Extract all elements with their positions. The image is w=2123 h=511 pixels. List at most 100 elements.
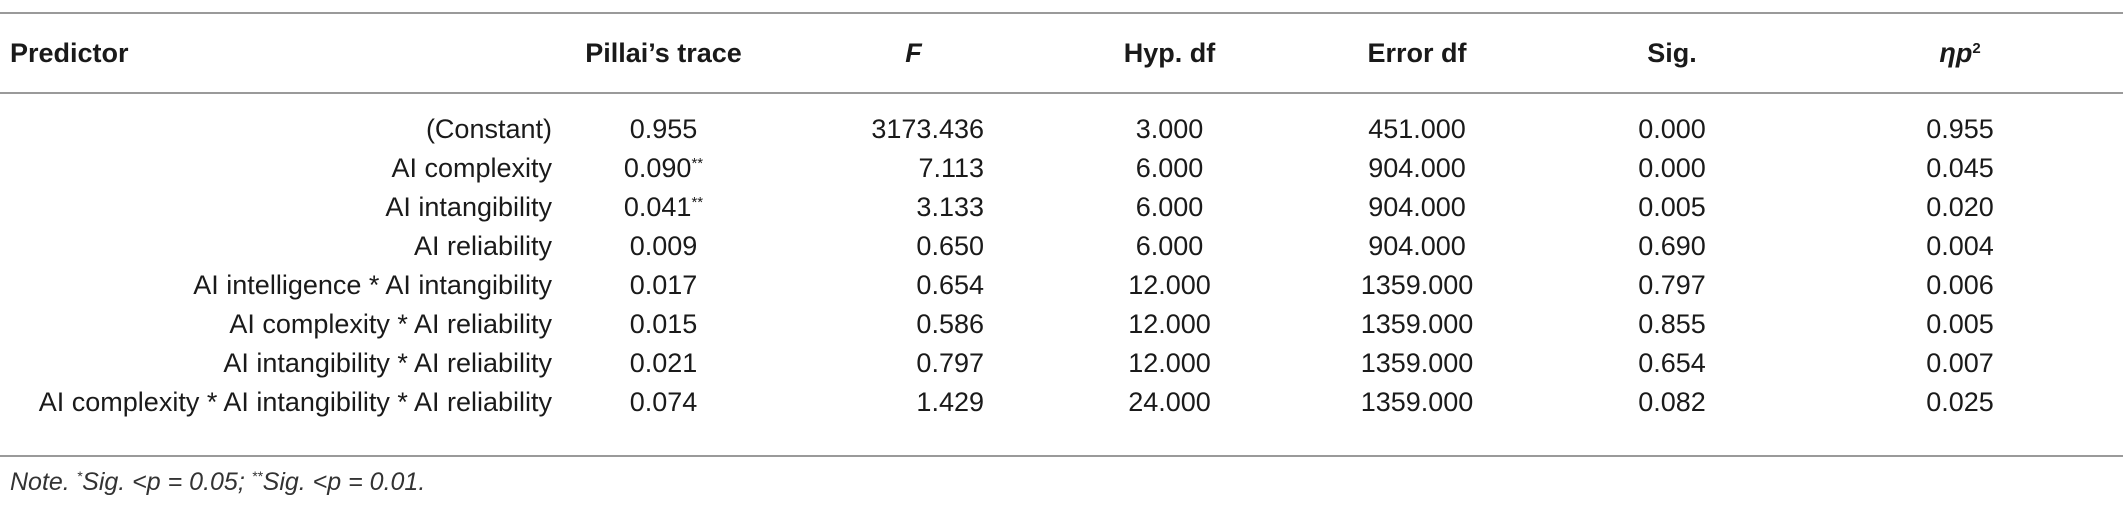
cell-hyp-df: 6.000	[1052, 227, 1287, 266]
cell-f: 7.113	[775, 149, 1052, 188]
cell-pillai: 0.041**	[552, 188, 775, 227]
cell-predictor: AI complexity * AI reliability	[0, 305, 552, 344]
cell-sig-value: 0.000	[1638, 114, 1706, 144]
cell-error-df: 904.000	[1287, 188, 1547, 227]
header-eta-superscript: 2	[1972, 39, 1981, 57]
cell-predictor: (Constant)	[0, 92, 552, 149]
cell-error-df-value: 1359.000	[1360, 309, 1474, 339]
cell-sig-value: 0.855	[1638, 309, 1706, 339]
cell-pillai: 0.955	[552, 92, 775, 149]
cell-hyp-df-value: 12.000	[1128, 348, 1211, 378]
table-row: AI complexity * AI intangibility * AI re…	[0, 383, 2123, 422]
table-row: AI intangibility * AI reliability 0.021 0.…	[0, 344, 2123, 383]
cell-pillai-value: 0.955	[629, 114, 698, 144]
header-predictor: Predictor	[10, 37, 129, 68]
cell-pillai: 0.021	[552, 344, 775, 383]
cell-error-df: 1359.000	[1287, 383, 1547, 422]
cell-predictor-value: AI complexity	[391, 153, 552, 183]
cell-sig: 0.797	[1547, 266, 1797, 305]
cell-f: 0.650	[775, 227, 1052, 266]
cell-eta-value: 0.025	[1926, 387, 1994, 417]
cell-error-df-value: 904.000	[1368, 153, 1466, 183]
cell-sig-value: 0.000	[1638, 153, 1706, 183]
cell-error-df-value: 904.000	[1368, 231, 1466, 261]
cell-f-value: 0.650	[916, 231, 984, 261]
table-row: (Constant) 0.955 3173.436 3.000 451.000 0.000…	[0, 92, 2123, 149]
cell-sig: 0.000	[1547, 92, 1797, 149]
cell-hyp-df: 6.000	[1052, 188, 1287, 227]
cell-eta-value: 0.045	[1926, 153, 1994, 183]
cell-hyp-df-value: 3.000	[1135, 114, 1204, 144]
cell-hyp-df: 12.000	[1052, 344, 1287, 383]
cell-error-df: 451.000	[1287, 92, 1547, 149]
cell-predictor: AI intelligence * AI intangibility	[0, 266, 552, 305]
cell-pillai-value: 0.090	[623, 153, 692, 183]
significance-marker: **	[691, 194, 704, 211]
cell-error-df-value: 1359.000	[1360, 270, 1474, 300]
cell-error-df-value: 1359.000	[1360, 387, 1474, 417]
cell-predictor: AI complexity * AI intangibility * AI re…	[0, 383, 552, 422]
cell-error-df: 1359.000	[1287, 305, 1547, 344]
cell-f-value: 1.429	[916, 387, 984, 417]
cell-hyp-df-value: 12.000	[1128, 270, 1211, 300]
cell-sig: 0.654	[1547, 344, 1797, 383]
top-rule	[0, 12, 2123, 14]
cell-pillai: 0.090**	[552, 149, 775, 188]
cell-sig-value: 0.654	[1638, 348, 1706, 378]
cell-predictor-value: (Constant)	[425, 114, 552, 144]
cell-f: 0.797	[775, 344, 1052, 383]
header-pillai: Pillai’s trace	[585, 37, 742, 68]
cell-eta-value: 0.007	[1926, 348, 1994, 378]
cell-predictor: AI complexity	[0, 149, 552, 188]
cell-f-value: 0.654	[916, 270, 984, 300]
cell-pillai-value: 0.021	[629, 348, 698, 378]
cell-f-value: 3.133	[916, 192, 984, 222]
cell-hyp-df: 12.000	[1052, 305, 1287, 344]
note-text-2: Sig. <p = 0.01.	[262, 468, 426, 496]
header-sig: Sig.	[1647, 37, 1697, 68]
cell-hyp-df: 12.000	[1052, 266, 1287, 305]
cell-error-df-value: 451.000	[1368, 114, 1466, 144]
cell-eta: 0.955	[1797, 92, 2123, 149]
cell-predictor-value: AI complexity * AI intangibility * AI re…	[38, 387, 552, 417]
significance-marker: **	[691, 155, 704, 172]
cell-predictor: AI reliability	[0, 227, 552, 266]
cell-error-df: 1359.000	[1287, 266, 1547, 305]
cell-pillai-value: 0.041	[623, 192, 692, 222]
cell-f: 1.429	[775, 383, 1052, 422]
cell-error-df-value: 1359.000	[1360, 348, 1474, 378]
cell-hyp-df-value: 24.000	[1128, 387, 1211, 417]
cell-eta: 0.006	[1797, 266, 2123, 305]
cell-error-df: 904.000	[1287, 149, 1547, 188]
cell-pillai: 0.017	[552, 266, 775, 305]
cell-sig: 0.000	[1547, 149, 1797, 188]
cell-sig: 0.082	[1547, 383, 1797, 422]
cell-pillai: 0.015	[552, 305, 775, 344]
cell-predictor: AI intangibility * AI reliability	[0, 344, 552, 383]
cell-f-value: 7.113	[918, 153, 984, 183]
cell-pillai-value: 0.009	[629, 231, 698, 261]
table-row: AI complexity 0.090** 7.113 6.000 904.000 0.0…	[0, 149, 2123, 188]
cell-predictor-value: AI intelligence * AI intangibility	[193, 270, 552, 300]
cell-error-df-value: 904.000	[1368, 192, 1466, 222]
cell-hyp-df: 3.000	[1052, 92, 1287, 149]
table-row: AI complexity * AI reliability 0.015 0.586…	[0, 305, 2123, 344]
cell-sig-value: 0.797	[1638, 270, 1706, 300]
cell-sig: 0.855	[1547, 305, 1797, 344]
cell-eta-value: 0.020	[1926, 192, 1994, 222]
cell-hyp-df-value: 6.000	[1135, 231, 1204, 261]
bottom-rule	[0, 455, 2123, 457]
cell-sig-value: 0.082	[1638, 387, 1706, 417]
cell-eta: 0.020	[1797, 188, 2123, 227]
cell-pillai-value: 0.074	[629, 387, 698, 417]
cell-hyp-df-value: 6.000	[1135, 153, 1204, 183]
cell-predictor-value: AI reliability	[413, 231, 552, 261]
header-eta-symbol: ηp	[1939, 37, 1973, 68]
cell-hyp-df: 6.000	[1052, 149, 1287, 188]
table-row: AI reliability 0.009 0.650 6.000 904.000 0.69…	[0, 227, 2123, 266]
cell-pillai: 0.009	[552, 227, 775, 266]
header-hyp-df: Hyp. df	[1123, 37, 1216, 68]
cell-pillai: 0.074	[552, 383, 775, 422]
cell-eta-value: 0.006	[1926, 270, 1994, 300]
cell-f-value: 0.586	[916, 309, 984, 339]
